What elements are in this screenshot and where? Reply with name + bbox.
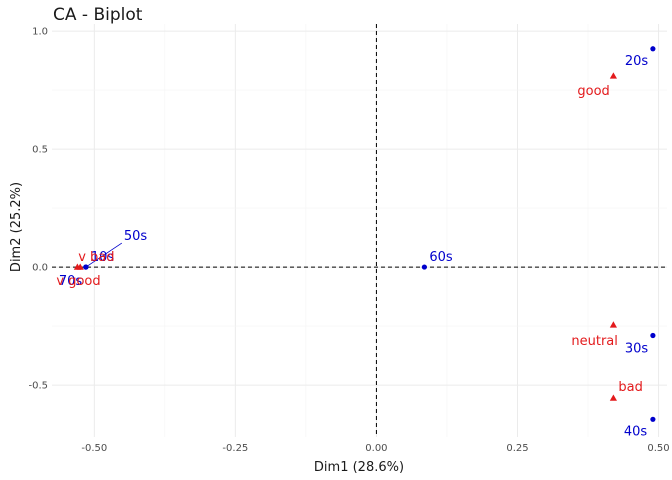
y-tick-label: 1.0 — [32, 27, 48, 38]
chart-title: CA - Biplot — [53, 5, 143, 25]
label-10s: 10s — [91, 250, 115, 265]
label-leader-line — [85, 242, 123, 268]
x-tick-label: 0.25 — [506, 443, 528, 454]
x-axis-title: Dim1 (28.6%) — [314, 460, 404, 475]
point-v-good — [73, 263, 81, 270]
label-70s: 70s — [59, 274, 83, 289]
points-layer — [73, 46, 656, 422]
point-good — [609, 72, 617, 79]
x-tick-label: 0.50 — [647, 443, 669, 454]
label-neutral: neutral — [571, 334, 618, 349]
point-neutral — [609, 321, 617, 328]
label-v-bad: v bad — [78, 250, 114, 265]
y-tick-label: 0.0 — [32, 263, 48, 274]
x-tick-label: 0.00 — [365, 443, 387, 454]
label-good: good — [577, 84, 609, 99]
label-30s: 30s — [625, 342, 649, 357]
label-60s: 60s — [429, 250, 453, 265]
y-tick-label: -0.5 — [28, 381, 48, 392]
y-axis-title: Dim2 (25.2%) — [9, 182, 24, 272]
tick-labels: -0.50 -0.25 0.00 0.25 0.50 -0.5 0.0 0.5 1.0 — [28, 27, 669, 454]
y-tick-label: 0.5 — [32, 145, 48, 156]
point-60s — [421, 264, 427, 270]
reference-lines — [52, 24, 667, 437]
point-30s — [650, 332, 656, 339]
label-50s: 50s — [124, 229, 148, 244]
label-20s: 20s — [625, 54, 649, 69]
point-40s — [650, 416, 656, 422]
label-40s: 40s — [624, 424, 648, 439]
point-bad — [609, 394, 617, 401]
x-tick-label: -0.25 — [222, 443, 248, 454]
label-v-good: v good — [56, 274, 100, 289]
point-20s — [650, 46, 656, 52]
x-tick-label: -0.50 — [81, 443, 107, 454]
point-labels: 10s 20s 30s 40s 50s 60s 70s good neutral bad v bad… — [56, 54, 648, 440]
label-bad: bad — [618, 380, 642, 395]
